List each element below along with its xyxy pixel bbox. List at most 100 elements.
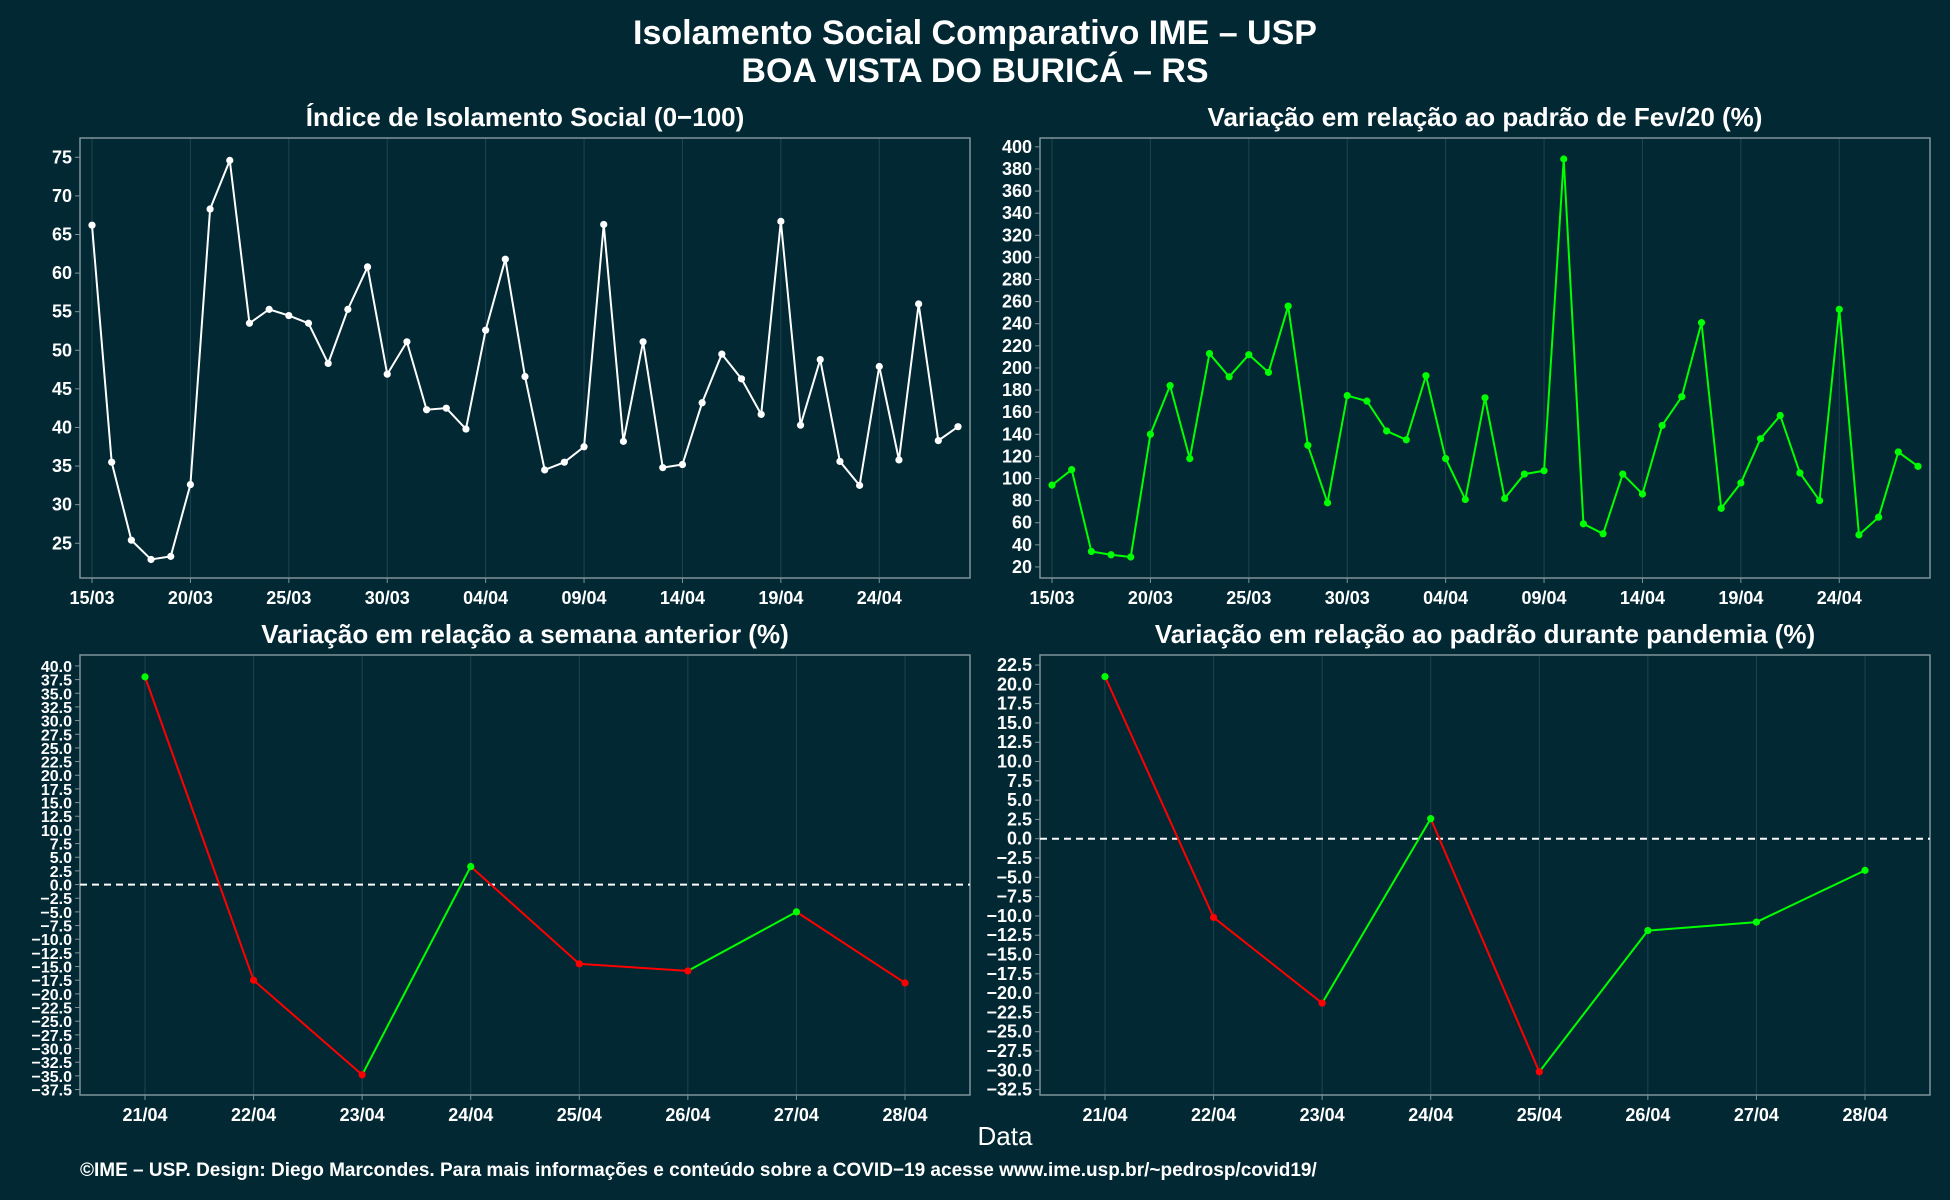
data-point — [467, 862, 475, 871]
series-segment — [1321, 818, 1432, 1004]
x-axis-title: Data — [978, 1121, 1033, 1151]
data-point — [403, 338, 411, 346]
y-tick-label: −35.0 — [32, 1069, 73, 1086]
x-tick-label: 09/04 — [562, 588, 607, 608]
y-tick-label: 60 — [1012, 513, 1032, 533]
data-point — [1717, 504, 1725, 512]
y-tick-label: −32.5 — [986, 1080, 1032, 1100]
data-point — [358, 1071, 366, 1079]
data-point — [245, 319, 254, 327]
data-point — [383, 370, 391, 378]
x-tick-label: 24/04 — [1408, 1105, 1453, 1125]
series-segment — [361, 866, 472, 1076]
y-tick-label: 15.0 — [41, 796, 72, 813]
series-segment — [579, 962, 688, 972]
data-point — [560, 458, 568, 466]
data-point — [501, 255, 509, 263]
y-tick-label: −22.5 — [32, 1001, 73, 1018]
data-point — [363, 263, 372, 271]
panel-border — [1039, 137, 1931, 579]
y-tick-label: −37.5 — [32, 1083, 73, 1100]
data-point — [1205, 349, 1214, 358]
data-point — [167, 552, 175, 560]
data-point — [1481, 394, 1489, 402]
data-point — [324, 359, 332, 368]
series-segment — [1104, 676, 1215, 918]
data-point — [901, 979, 909, 987]
data-point — [1304, 441, 1312, 449]
y-tick-label: 180 — [1002, 380, 1032, 400]
y-tick-label: 200 — [1002, 358, 1032, 378]
y-tick-label: −25.0 — [32, 1014, 73, 1031]
x-tick-label: 21/04 — [122, 1105, 167, 1125]
data-point — [1776, 411, 1784, 420]
data-point — [127, 536, 135, 544]
data-point — [600, 220, 608, 229]
series-segment — [1212, 916, 1323, 1004]
y-tick-label: 140 — [1002, 424, 1032, 444]
data-point — [1245, 351, 1253, 359]
series-segment — [252, 979, 363, 1076]
data-point — [934, 436, 942, 445]
y-tick-label: −17.5 — [32, 973, 73, 990]
x-tick-label: 20/03 — [168, 588, 213, 608]
data-point — [575, 960, 583, 968]
x-tick-label: 25/03 — [266, 588, 311, 608]
y-tick-label: −15.0 — [986, 945, 1032, 965]
data-point — [678, 460, 687, 469]
data-point — [777, 217, 785, 225]
x-tick-label: 21/04 — [1082, 1105, 1127, 1125]
y-tick-label: −10.0 — [32, 932, 73, 949]
y-tick-label: 25 — [52, 533, 72, 553]
data-point — [855, 481, 864, 489]
series-segment — [1755, 869, 1866, 923]
y-tick-label: 27.5 — [41, 727, 72, 744]
y-tick-label: 40 — [52, 417, 72, 437]
x-tick-label: 28/04 — [882, 1105, 927, 1125]
y-tick-label: 0.0 — [50, 878, 72, 895]
series-segment — [687, 911, 797, 972]
footer-credits: ©IME – USP. Design: Diego Marcondes. Par… — [80, 1160, 1317, 1181]
data-point — [442, 404, 450, 412]
y-tick-label: 50 — [52, 340, 72, 360]
data-point — [1225, 373, 1233, 381]
data-point — [1087, 547, 1095, 556]
y-tick-label: 12.5 — [41, 809, 72, 826]
series-segment — [1429, 818, 1541, 1073]
data-point — [1284, 302, 1292, 310]
y-tick-label: 35.0 — [41, 686, 72, 703]
data-point — [541, 466, 549, 474]
data-point — [1422, 372, 1430, 380]
y-tick-label: 22.5 — [997, 655, 1032, 675]
x-tick-label: 26/04 — [665, 1105, 710, 1125]
data-point — [1535, 1068, 1543, 1076]
data-point — [757, 410, 765, 418]
y-tick-label: −25.0 — [986, 1022, 1032, 1042]
data-point — [1658, 421, 1666, 430]
data-point — [186, 480, 195, 489]
y-tick-label: 260 — [1002, 292, 1032, 312]
data-point — [684, 967, 692, 975]
data-point — [1127, 553, 1135, 561]
y-tick-label: −20.0 — [32, 987, 73, 1004]
data-point — [1068, 466, 1076, 474]
data-point — [1914, 462, 1922, 470]
y-tick-label: −22.5 — [986, 1002, 1032, 1022]
data-point — [482, 326, 490, 334]
y-tick-label: −20.0 — [986, 983, 1032, 1003]
y-tick-label: 340 — [1002, 203, 1032, 223]
series-segment — [795, 911, 906, 984]
y-tick-label: −10.0 — [986, 906, 1032, 926]
data-point — [619, 437, 628, 445]
data-point — [285, 311, 293, 320]
x-tick-label: 14/04 — [660, 588, 705, 608]
chart-panel-index: Índice de Isolamento Social (0−100) 25 30 3… — [52, 102, 971, 608]
data-point — [698, 399, 706, 407]
data-point — [816, 355, 824, 364]
y-tick-label: 12.5 — [997, 732, 1032, 752]
y-tick-label: −30.0 — [986, 1060, 1032, 1080]
y-tick-label: −27.5 — [986, 1041, 1032, 1061]
data-point — [1752, 918, 1761, 926]
y-tick-label: 20.0 — [997, 674, 1032, 694]
panel-border — [79, 654, 971, 1096]
